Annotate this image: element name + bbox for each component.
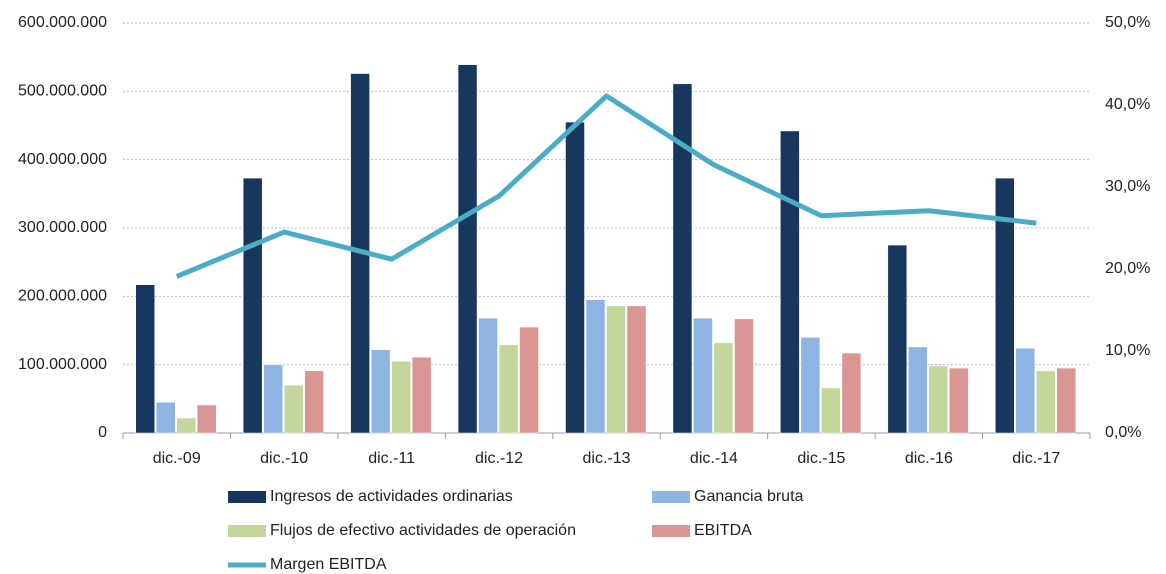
- bar: [780, 130, 800, 434]
- y-tick-label: 100.000.000: [18, 356, 107, 373]
- y2-tick-label: 10,0%: [1105, 342, 1150, 359]
- legend-swatch: [228, 491, 266, 503]
- line: [175, 93, 1037, 279]
- bar: [457, 64, 478, 434]
- bar: [887, 244, 908, 434]
- x-tick-label: dic.-16: [905, 450, 953, 467]
- bar: [519, 326, 539, 434]
- bar: [391, 361, 411, 434]
- legend-label: Ganancia bruta: [694, 488, 804, 505]
- legend-swatch: [652, 525, 690, 537]
- legend-label: EBITDA: [694, 522, 752, 539]
- bar: [283, 384, 304, 434]
- x-tick-label: dic.-17: [1012, 450, 1060, 467]
- bar: [304, 370, 324, 434]
- bar: [478, 317, 498, 434]
- bar: [176, 417, 196, 434]
- bar: [370, 349, 391, 434]
- y-tick-label: 0: [98, 424, 107, 441]
- y2-tick-label: 20,0%: [1105, 260, 1150, 277]
- x-tick-label: dic.-09: [153, 450, 201, 467]
- bar: [1036, 370, 1056, 434]
- x-tick-label: dic.-13: [582, 450, 630, 467]
- legend-swatch: [652, 491, 690, 503]
- y-tick-label: 400.000.000: [18, 151, 107, 168]
- y-tick-label: 600.000.000: [18, 14, 107, 31]
- bar: [821, 387, 841, 434]
- bar: [672, 83, 693, 434]
- x-tick-label: dic.-12: [475, 450, 523, 467]
- legend-label: Ingresos de actividades ordinarias: [270, 488, 513, 505]
- bar: [1056, 367, 1077, 434]
- y-tick-label: 500.000.000: [18, 83, 107, 100]
- bar: [155, 402, 176, 434]
- bar: [263, 364, 283, 434]
- bar: [135, 284, 155, 434]
- bar: [606, 305, 626, 434]
- legend-label: Margen EBITDA: [270, 556, 387, 573]
- bar: [693, 317, 713, 434]
- bar: [995, 177, 1015, 434]
- bar: [585, 299, 606, 434]
- bar: [734, 318, 754, 434]
- bar: [908, 346, 928, 434]
- bar: [713, 342, 734, 434]
- bar: [800, 337, 821, 434]
- y2-tick-label: 0,0%: [1105, 424, 1141, 441]
- bar: [242, 177, 263, 434]
- bar: [565, 121, 585, 434]
- bar: [949, 367, 969, 434]
- y2-tick-label: 30,0%: [1105, 178, 1150, 195]
- x-tick-label: dic.-15: [797, 450, 845, 467]
- x-tick-label: dic.-11: [368, 450, 415, 467]
- x-tick-label: dic.-14: [690, 450, 738, 467]
- bar: [928, 365, 949, 434]
- bar: [1015, 348, 1036, 434]
- x-tick-label: dic.-10: [260, 450, 308, 467]
- bar: [498, 344, 519, 434]
- legend-label: Flujos de efectivo actividades de operac…: [270, 522, 576, 539]
- y-tick-label: 300.000.000: [18, 219, 107, 236]
- y-tick-label: 200.000.000: [18, 288, 107, 305]
- legend-swatch: [228, 525, 266, 537]
- bar: [626, 305, 647, 434]
- bar: [196, 404, 217, 434]
- y2-tick-label: 50,0%: [1105, 14, 1150, 31]
- bar: [411, 356, 432, 434]
- y2-tick-label: 40,0%: [1105, 96, 1150, 113]
- bar: [841, 352, 862, 434]
